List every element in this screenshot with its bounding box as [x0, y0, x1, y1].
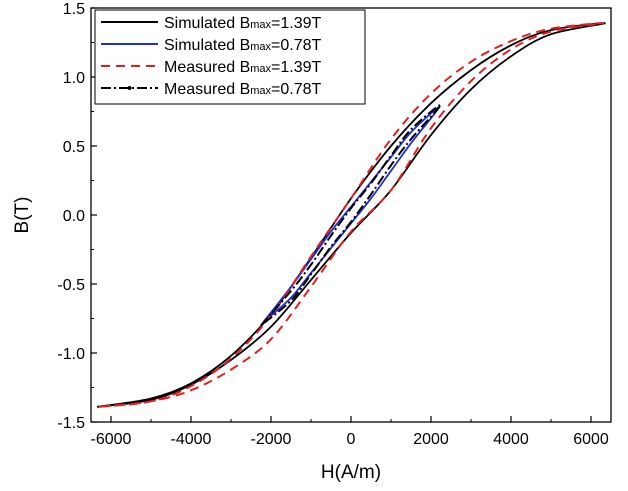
y-tick-label: -1.5	[57, 415, 85, 432]
legend-label-2: Measured Bmax=1.39T	[164, 59, 322, 76]
x-tick-label: 6000	[573, 431, 609, 448]
x-tick-label: 4000	[493, 431, 529, 448]
y-tick-label: 0.5	[63, 139, 85, 156]
legend-label-3: Measured Bmax=0.78T	[164, 81, 322, 98]
legend: Simulated Bmax=1.39T Simulated Bmax=0.78T…	[94, 9, 366, 105]
series-line-2	[98, 22, 605, 408]
x-axis-title: H(A/m)	[321, 462, 381, 483]
y-tick-label: -1.0	[57, 346, 85, 363]
y-tick-label: 0.0	[63, 208, 85, 225]
series-line-3	[260, 103, 443, 327]
y-tick-label: -0.5	[57, 277, 85, 294]
x-tick-label: -4000	[171, 431, 212, 448]
legend-label-1: Simulated Bmax=0.78T	[164, 37, 322, 54]
y-tick-label: 1.0	[63, 70, 85, 87]
x-tick-label: 2000	[413, 431, 449, 448]
x-tick-label: -6000	[91, 431, 132, 448]
legend-label-0: Simulated Bmax=1.39T	[164, 15, 322, 32]
series-line-1	[262, 106, 440, 324]
y-axis-title: B(T)	[12, 197, 33, 234]
x-tick-label: 0	[347, 431, 356, 448]
plot-curves	[96, 22, 606, 408]
x-tick-label: -2000	[251, 431, 292, 448]
y-axis-ticks: -1.5 -1.0 -0.5 0.0 0.5 1.0 1.5	[57, 1, 97, 432]
x-axis-ticks: -6000 -4000 -2000 0 2000 4000 6000	[91, 416, 609, 448]
y-tick-label: 1.5	[63, 1, 85, 18]
legend-marker	[127, 86, 132, 90]
